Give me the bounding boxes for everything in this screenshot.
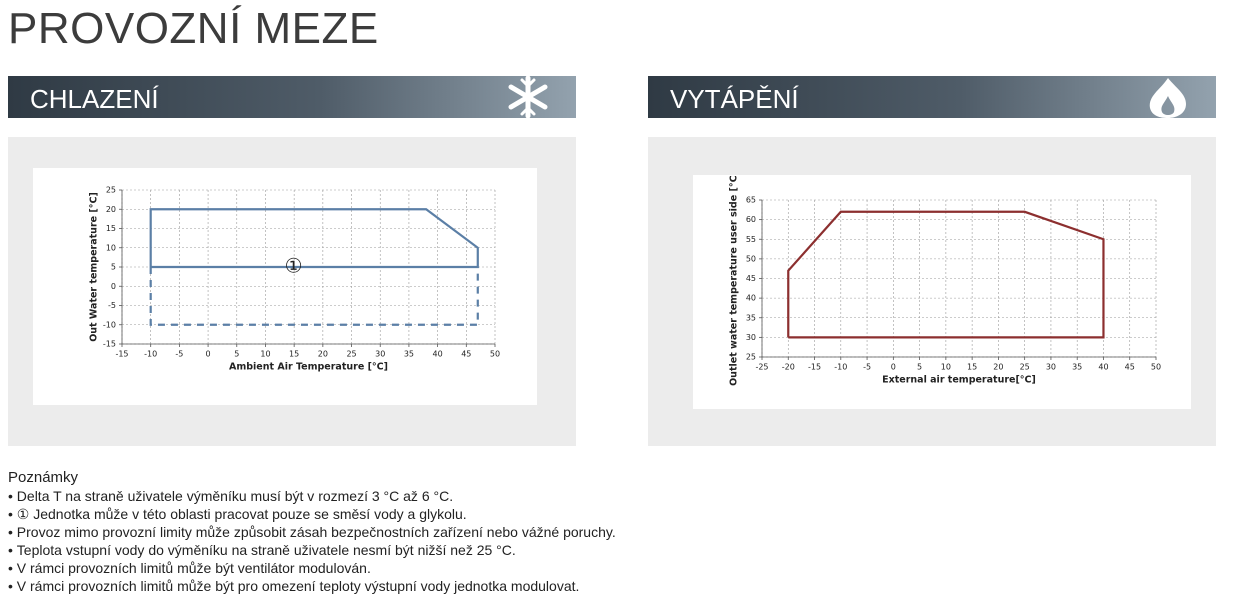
y-tick-label: 20 — [106, 205, 116, 214]
x-tick-label: 30 — [375, 350, 385, 359]
x-tick-label: -10 — [834, 363, 847, 372]
x-tick-label: -5 — [863, 363, 871, 372]
note-item: Provoz mimo provozní limity může způsobi… — [8, 523, 616, 541]
note-item: Delta T na straně uživatele výměníku mus… — [8, 487, 616, 505]
y-tick-label: -15 — [103, 340, 116, 349]
notes: Poznámky Delta T na straně uživatele vým… — [8, 469, 616, 595]
x-tick-label: 25 — [1020, 363, 1030, 372]
note-item: V rámci provozních limitů může být pro o… — [8, 577, 616, 595]
y-tick-label: 10 — [106, 243, 116, 252]
section-title: VYTÁPĚNÍ — [670, 84, 799, 114]
x-tick-label: 50 — [490, 350, 500, 359]
x-tick-label: 0 — [206, 350, 211, 359]
x-axis-label: External air temperature[°C] — [882, 375, 1036, 386]
y-tick-label: 60 — [746, 215, 756, 224]
y-tick-label: 30 — [746, 333, 756, 342]
section-header: CHLAZENÍ — [8, 76, 576, 118]
x-tick-label: 30 — [1046, 363, 1056, 372]
x-tick-label: -15 — [808, 363, 821, 372]
y-tick-label: 35 — [746, 313, 756, 322]
x-tick-label: 10 — [260, 350, 270, 359]
chart: -25 -20 -15 -10 -5 0 5 10 15 20 25 30 35 40 45 50 25 30 35… — [693, 175, 1191, 409]
x-tick-label: 25 — [346, 350, 356, 359]
y-tick-label: 55 — [746, 235, 756, 244]
y-tick-label: 40 — [746, 294, 756, 303]
y-tick-label: -5 — [108, 301, 116, 310]
notes-heading: Poznámky — [8, 469, 79, 486]
flame-icon — [1149, 78, 1186, 118]
x-tick-label: 15 — [289, 350, 299, 359]
x-tick-label: 50 — [1151, 363, 1161, 372]
y-axis-label: Outlet water temperature user side [°C] — [729, 175, 740, 386]
note-item: ① Jednotka může v této oblasti pracovat … — [8, 505, 616, 523]
note-item: V rámci provozních limitů může být venti… — [8, 559, 616, 577]
x-axis-label: Ambient Air Temperature [°C] — [229, 362, 388, 373]
notes-list: Delta T na straně uživatele výměníku mus… — [8, 487, 616, 595]
y-tick-label: 65 — [746, 196, 756, 205]
x-tick-label: -25 — [755, 363, 768, 372]
x-tick-label: 45 — [1125, 363, 1135, 372]
x-tick-label: 20 — [993, 363, 1003, 372]
x-tick-label: 20 — [318, 350, 328, 359]
limit-line — [149, 267, 479, 326]
x-tick-label: 5 — [917, 363, 922, 372]
x-tick-label: 40 — [1098, 363, 1108, 372]
x-tick-label: 40 — [433, 350, 443, 359]
y-axis-label: Out Water temperature [°C] — [89, 192, 100, 342]
x-tick-label: -20 — [782, 363, 795, 372]
y-tick-label: 45 — [746, 274, 756, 283]
x-tick-label: -5 — [175, 350, 183, 359]
x-tick-label: -15 — [115, 350, 128, 359]
x-tick-label: 15 — [967, 363, 977, 372]
y-tick-label: 50 — [746, 254, 756, 263]
x-tick-label: 35 — [1072, 363, 1082, 372]
x-tick-label: -10 — [144, 350, 157, 359]
annotation: ① — [285, 254, 303, 278]
section-header: VYTÁPĚNÍ — [648, 76, 1216, 118]
x-tick-label: 5 — [234, 350, 239, 359]
y-tick-label: 15 — [106, 224, 116, 233]
x-tick-label: 35 — [404, 350, 414, 359]
x-tick-label: 10 — [941, 363, 951, 372]
y-tick-label: -10 — [103, 320, 116, 329]
x-tick-label: 45 — [461, 350, 471, 359]
section-title: CHLAZENÍ — [30, 84, 159, 114]
y-tick-label: 25 — [106, 186, 116, 195]
note-item: Teplota vstupní vody do výměníku na stra… — [8, 541, 616, 559]
y-tick-label: 5 — [111, 263, 116, 272]
limit-line — [149, 208, 479, 269]
y-tick-label: 25 — [746, 353, 756, 362]
chart: -15 -10 -5 0 5 10 15 20 25 30 35 40 45 50 -15 -10 -5 0 5 10… — [33, 168, 537, 405]
limit-line — [787, 210, 1105, 339]
x-tick-label: 0 — [891, 363, 896, 372]
snowflake-icon — [508, 76, 548, 118]
y-tick-label: 0 — [111, 282, 116, 291]
page-title: PROVOZNÍ MEZE — [8, 4, 379, 53]
